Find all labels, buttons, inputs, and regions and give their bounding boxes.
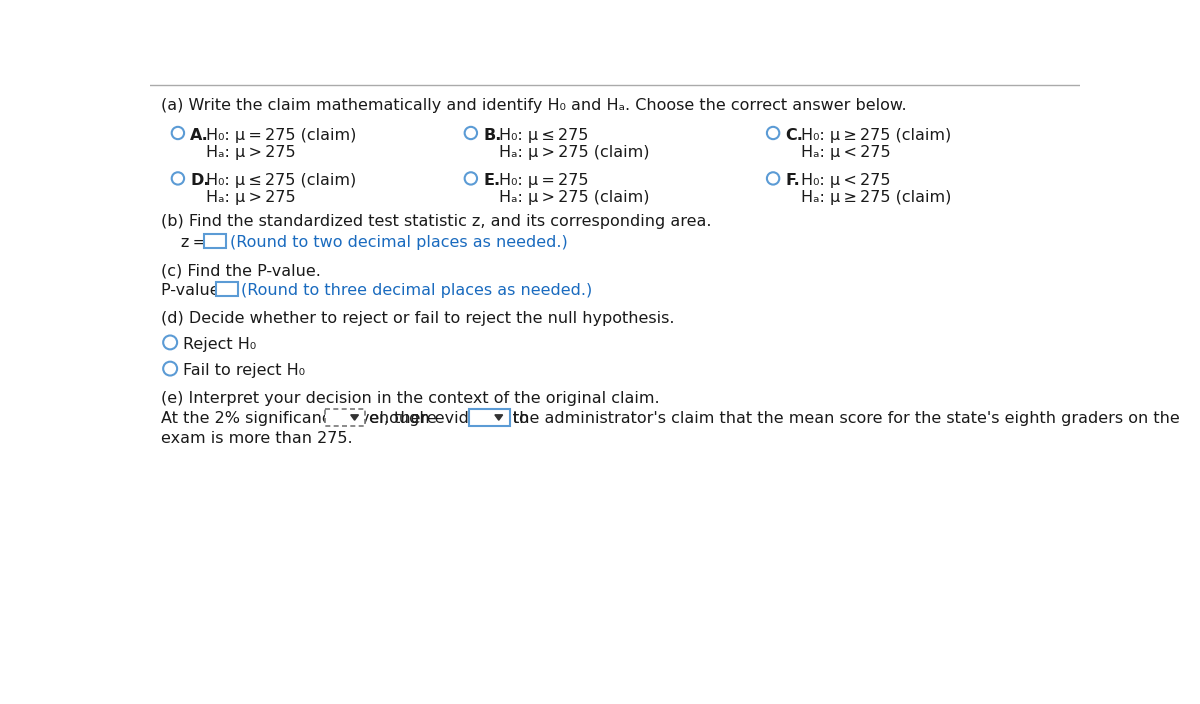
- Text: z =: z =: [181, 235, 209, 251]
- Text: Hₐ: μ ≥ 275 (claim): Hₐ: μ ≥ 275 (claim): [802, 190, 952, 205]
- Text: Hₐ: μ > 275 (claim): Hₐ: μ > 275 (claim): [499, 144, 649, 160]
- Text: D.: D.: [191, 173, 210, 188]
- Text: F.: F.: [786, 173, 800, 188]
- Polygon shape: [494, 415, 503, 420]
- Text: H₀: μ ≤ 275: H₀: μ ≤ 275: [499, 127, 588, 143]
- Text: H₀: μ = 275 (claim): H₀: μ = 275 (claim): [206, 127, 356, 143]
- Text: enough evidence to: enough evidence to: [368, 411, 528, 426]
- Text: Hₐ: μ > 275: Hₐ: μ > 275: [206, 144, 295, 160]
- Text: H₀: μ ≤ 275 (claim): H₀: μ ≤ 275 (claim): [206, 173, 356, 188]
- Text: Reject H₀: Reject H₀: [184, 337, 257, 352]
- Text: Fail to reject H₀: Fail to reject H₀: [184, 363, 305, 378]
- Text: A.: A.: [191, 127, 209, 143]
- FancyBboxPatch shape: [204, 234, 226, 249]
- Text: H₀: μ = 275: H₀: μ = 275: [499, 173, 588, 188]
- Text: (d) Decide whether to reject or fail to reject the null hypothesis.: (d) Decide whether to reject or fail to …: [161, 311, 674, 326]
- FancyBboxPatch shape: [216, 282, 238, 296]
- Text: Hₐ: μ > 275: Hₐ: μ > 275: [206, 190, 295, 205]
- Polygon shape: [350, 415, 359, 420]
- Text: (a) Write the claim mathematically and identify H₀ and Hₐ. Choose the correct an: (a) Write the claim mathematically and i…: [161, 99, 906, 113]
- Text: exam is more than 275.: exam is more than 275.: [161, 431, 353, 446]
- Text: Hₐ: μ > 275 (claim): Hₐ: μ > 275 (claim): [499, 190, 649, 205]
- Text: E.: E.: [484, 173, 500, 188]
- FancyBboxPatch shape: [469, 408, 510, 426]
- Text: At the 2% significance level, there: At the 2% significance level, there: [161, 411, 437, 426]
- Text: (c) Find the P-value.: (c) Find the P-value.: [161, 263, 320, 278]
- Text: (b) Find the standardized test statistic z, and its corresponding area.: (b) Find the standardized test statistic…: [161, 214, 712, 229]
- Text: (e) Interpret your decision in the context of the original claim.: (e) Interpret your decision in the conte…: [161, 391, 660, 406]
- Text: Hₐ: μ < 275: Hₐ: μ < 275: [802, 144, 890, 160]
- Text: the administrator's claim that the mean score for the state's eighth graders on : the administrator's claim that the mean …: [512, 411, 1180, 426]
- FancyBboxPatch shape: [325, 408, 366, 426]
- Text: (Round to three decimal places as needed.): (Round to three decimal places as needed…: [241, 283, 593, 298]
- Text: B.: B.: [484, 127, 502, 143]
- Text: H₀: μ ≥ 275 (claim): H₀: μ ≥ 275 (claim): [802, 127, 952, 143]
- Text: (Round to two decimal places as needed.): (Round to two decimal places as needed.): [230, 235, 568, 251]
- Text: H₀: μ < 275: H₀: μ < 275: [802, 173, 890, 188]
- Text: P-value =: P-value =: [161, 283, 240, 298]
- Text: C.: C.: [786, 127, 803, 143]
